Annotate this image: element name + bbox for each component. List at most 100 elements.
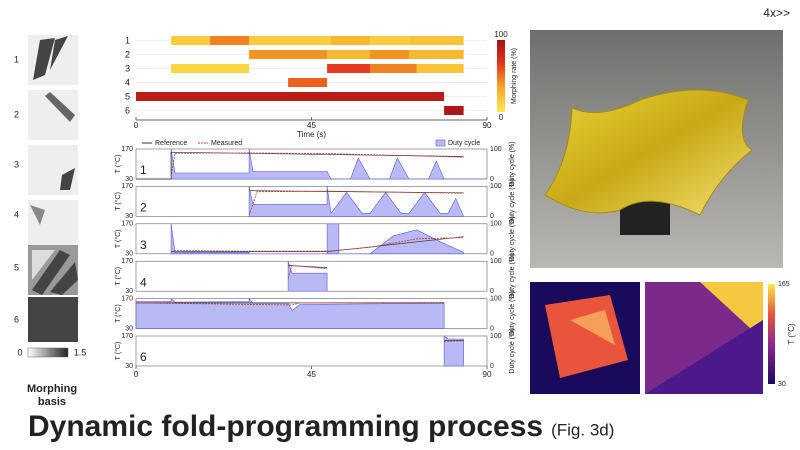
x-tick-label: 0 [134,370,139,379]
y-axis-label: T (°C) [114,192,122,211]
row-label: 6 [125,105,130,115]
y-axis-label: T (°C) [114,155,122,174]
row-label: 2 [125,49,130,59]
row-label: 5 [125,91,130,101]
y2-tick-label: 100 [490,183,502,190]
y2-tick-label: 100 [490,146,502,153]
y2-axis-label: Duty cycle (%) [509,216,516,261]
y2-tick-label: 0 [490,363,494,370]
y2-tick-label: 0 [490,213,494,220]
legend-entry: Measured [211,140,242,147]
x-tick-label: 90 [483,121,492,130]
morph-segment [444,106,464,115]
y2-tick-label: 0 [490,325,494,332]
x-tick-label: 45 [307,370,316,379]
duty-area [136,148,487,180]
morph-segment [370,64,417,73]
measured-line [170,152,464,177]
panel-label: 3 [140,238,147,252]
y-tick-label: 30 [125,363,133,370]
thermal-tick-label: 165 [778,281,790,288]
caption-word: Morphing [27,383,77,395]
morph-segment [327,64,370,73]
thermal-colorbar-label: T (°C) [787,323,796,345]
basis-colorbar [27,347,69,358]
morph-segment [136,92,445,101]
measured-line [444,340,464,342]
morph-segment [370,50,409,59]
legend-entry: Reference [155,140,187,147]
panel-label: 6 [140,350,147,364]
caption-word: basis [38,396,66,408]
measured-line [170,237,464,253]
y-tick-label: 170 [121,146,133,153]
measured-line [287,265,328,279]
y2-tick-label: 100 [490,333,502,340]
measured-line [135,302,445,306]
y2-axis-label: Duty cycle (%) [509,179,516,224]
morph-segment [171,64,250,73]
panel-label: 4 [140,275,147,289]
duty-area [135,297,445,329]
duty-area [287,261,328,292]
morph-segment [327,50,370,59]
morph-segment [249,36,331,45]
y-tick-label: 30 [125,288,133,295]
y-tick-label: 170 [121,333,133,340]
row-label: 3 [125,63,130,73]
morph-segment [409,50,464,59]
basis-images [28,35,78,342]
y-axis-label: T (°C) [114,229,122,248]
morph-segment [288,78,328,87]
y2-axis-label: Duty cycle (%) [509,141,516,186]
morph-segment [210,36,250,45]
basis-label: 6 [14,314,19,324]
y-tick-label: 170 [121,183,133,190]
photo [530,30,783,268]
thermal-images [530,282,763,394]
y-axis-label: T (°C) [114,267,122,286]
x-axis-label: Time (s) [297,130,326,139]
y2-tick-label: 100 [490,221,502,228]
y2-tick-label: 100 [490,295,502,302]
basis-label: 1 [14,54,19,64]
basis-cbar-max: 1.5 [74,347,87,357]
morph-segment [249,50,328,59]
basis-caption: Morphing basis [27,383,77,408]
basis-label: 2 [14,109,19,119]
morph-segment [171,36,211,45]
x-tick-label: 0 [134,121,139,130]
basis-cbar-min: 0 [17,347,22,357]
basis-label: 3 [14,159,19,169]
morph-segment [331,36,370,45]
duty-area [170,223,464,255]
y2-axis-label: Duty cycle (%) [509,328,516,373]
duty-area [248,186,465,217]
reference-line [171,236,464,253]
y2-tick-label: 0 [490,251,494,258]
legend-entry: Duty cycle [448,140,480,147]
x-tick-label: 90 [483,370,492,379]
morph-segment [409,36,464,45]
panel-label: 2 [140,201,147,215]
y-tick-label: 170 [121,221,133,228]
reference-line [136,151,464,180]
basis-label: 5 [14,262,19,272]
legend-duty-swatch [435,139,446,147]
y2-tick-label: 0 [490,176,494,183]
slide-title: Dynamic fold-programming process [28,410,543,443]
y2-axis-label: Duty cycle (%) [509,291,516,336]
y-axis-label: T (°C) [114,304,122,323]
x-tick-label: 45 [307,121,316,130]
y-tick-label: 30 [125,325,133,332]
measured-line [248,190,464,216]
y2-tick-label: 0 [490,288,494,295]
y-tick-label: 30 [125,176,133,183]
thermal-colorbar [768,284,775,384]
panel-label: 1 [140,163,147,177]
row-label: 1 [125,35,130,45]
y-tick-label: 170 [121,295,133,302]
colorbar-label: Morphing rate (%) [511,48,518,104]
